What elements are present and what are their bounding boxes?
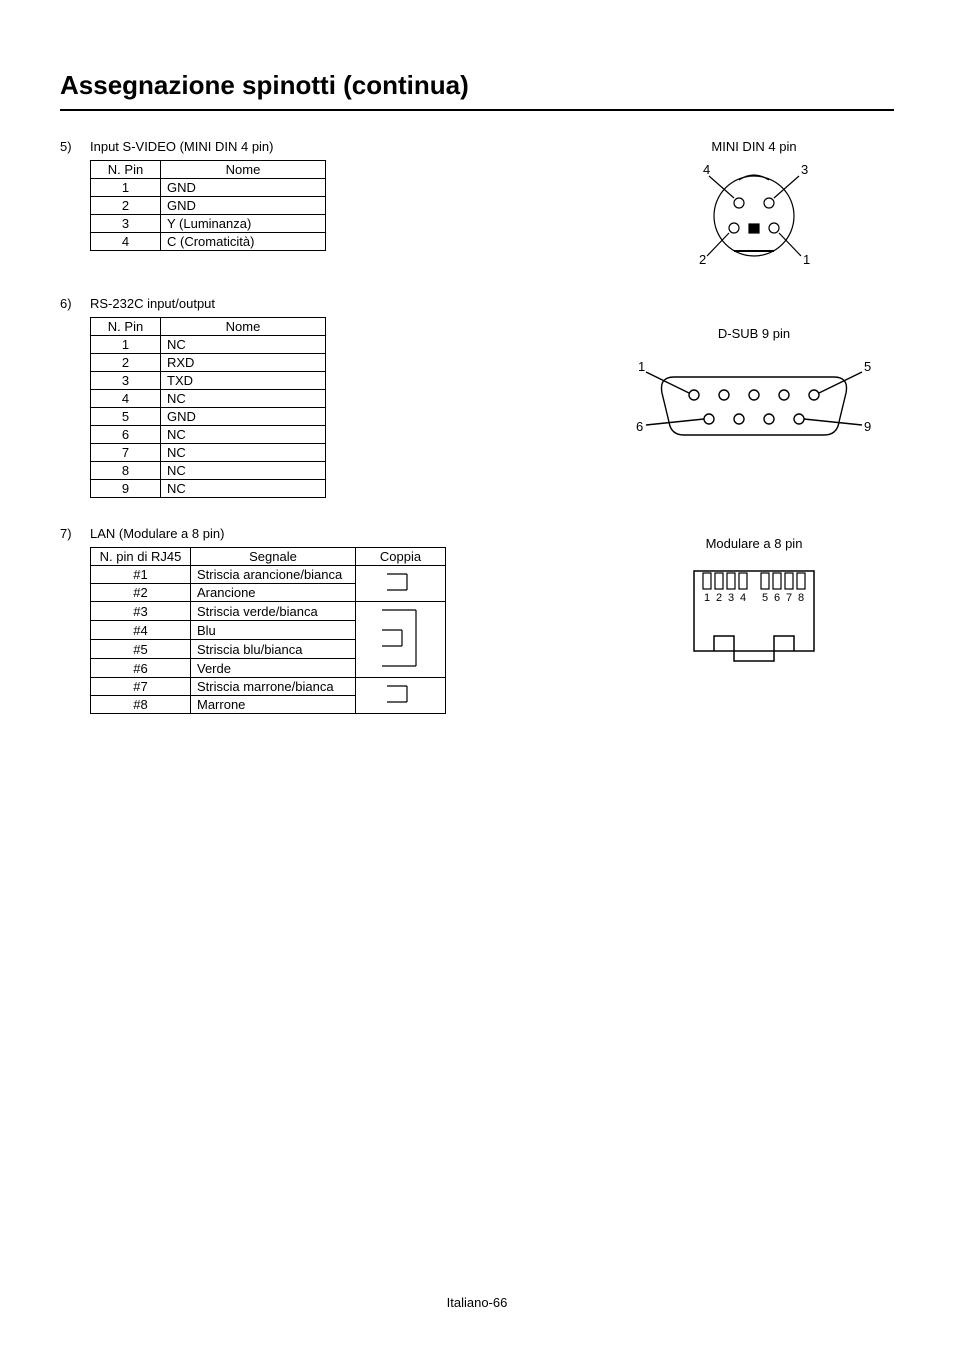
table-row: 9NC — [91, 480, 326, 498]
rj45-pin-8: 8 — [798, 592, 804, 604]
th-seg: Segnale — [191, 548, 356, 566]
rj45-pin-7: 7 — [786, 592, 792, 604]
section-number: 6) — [60, 296, 90, 311]
pair-cell — [356, 678, 446, 714]
table-row: #1 Striscia arancione/bianca — [91, 566, 446, 584]
rs232-table: N. Pin Nome 1NC 2RXD 3TXD 4NC 5GND 6NC 7… — [90, 317, 326, 498]
th-pin: N. Pin — [91, 318, 161, 336]
table-row: 4C (Cromaticità) — [91, 233, 326, 251]
table-row: 4NC — [91, 390, 326, 408]
th-nome: Nome — [161, 318, 326, 336]
dsub-label-1: 1 — [638, 359, 645, 374]
pair-bracket-icon — [381, 566, 421, 598]
svideo-table: N. Pin Nome 1GND 2GND 3Y (Luminanza) 4C … — [90, 160, 326, 251]
dsub-label-5: 5 — [864, 359, 871, 374]
table-row: 3TXD — [91, 372, 326, 390]
table-header-row: N. Pin Nome — [91, 318, 326, 336]
diagram-col: D-SUB 9 pin — [614, 296, 894, 457]
table-row: 7NC — [91, 444, 326, 462]
table-row: 1GND — [91, 179, 326, 197]
table-row: 2RXD — [91, 354, 326, 372]
pin-label-2: 2 — [699, 252, 706, 267]
rj45-pin-3: 3 — [728, 592, 734, 604]
table-row: 6NC — [91, 426, 326, 444]
page-title: Assegnazione spinotti (continua) — [60, 70, 894, 101]
section-6: 6) RS-232C input/output N. Pin Nome 1NC … — [60, 296, 894, 498]
table-row: 2GND — [91, 197, 326, 215]
minidin4-diagram: 4 3 2 1 — [689, 158, 819, 268]
diagram-label: Modulare a 8 pin — [706, 536, 803, 551]
section-body: LAN (Modulare a 8 pin) N. pin di RJ45 Se… — [90, 526, 614, 714]
dsub-label-9: 9 — [864, 419, 871, 434]
table-row: 1NC — [91, 336, 326, 354]
pair-bracket-icon — [381, 678, 421, 710]
pair-bracket-icon — [376, 602, 426, 674]
pin-label-1: 1 — [803, 252, 810, 267]
section-title: Input S-VIDEO (MINI DIN 4 pin) — [90, 139, 614, 154]
pair-cell — [356, 566, 446, 602]
rj45-pin-1: 1 — [704, 592, 710, 604]
rj45-diagram: 1 2 3 4 5 6 7 8 — [679, 561, 829, 671]
table-row: 5GND — [91, 408, 326, 426]
th-rj: N. pin di RJ45 — [91, 548, 191, 566]
table-header-row: N. pin di RJ45 Segnale Coppia — [91, 548, 446, 566]
diagram-col: Modulare a 8 pin — [614, 526, 894, 671]
rj45-pin-4: 4 — [740, 592, 746, 604]
rj45-pin-2: 2 — [716, 592, 722, 604]
section-title: LAN (Modulare a 8 pin) — [90, 526, 614, 541]
lan-table: N. pin di RJ45 Segnale Coppia #1 Strisci… — [90, 547, 446, 714]
rj45-pin-6: 6 — [774, 592, 780, 604]
diagram-label: MINI DIN 4 pin — [711, 139, 796, 154]
page: Assegnazione spinotti (continua) 5) Inpu… — [0, 0, 954, 1350]
section-body: Input S-VIDEO (MINI DIN 4 pin) N. Pin No… — [90, 139, 614, 251]
th-nome: Nome — [161, 161, 326, 179]
table-row: 3Y (Luminanza) — [91, 215, 326, 233]
section-number: 7) — [60, 526, 90, 541]
dsub9-diagram: 1 5 6 9 — [634, 357, 874, 457]
section-body: RS-232C input/output N. Pin Nome 1NC 2RX… — [90, 296, 614, 498]
diagram-col: MINI DIN 4 pin — [614, 139, 894, 268]
section-title: RS-232C input/output — [90, 296, 614, 311]
pin-label-3: 3 — [801, 162, 808, 177]
table-row: #7 Striscia marrone/bianca — [91, 678, 446, 696]
section-5: 5) Input S-VIDEO (MINI DIN 4 pin) N. Pin… — [60, 139, 894, 268]
table-header-row: N. Pin Nome — [91, 161, 326, 179]
pin-label-4: 4 — [703, 162, 710, 177]
table-row: 8NC — [91, 462, 326, 480]
diagram-label: D-SUB 9 pin — [718, 326, 790, 341]
rj45-pin-5: 5 — [762, 592, 768, 604]
dsub-label-6: 6 — [636, 419, 643, 434]
section-7: 7) LAN (Modulare a 8 pin) N. pin di RJ45… — [60, 526, 894, 714]
th-cop: Coppia — [356, 548, 446, 566]
section-number: 5) — [60, 139, 90, 154]
table-row: #3 Striscia verde/bianca — [91, 602, 446, 621]
title-rule — [60, 109, 894, 111]
pair-cell — [356, 602, 446, 678]
page-footer: Italiano-66 — [0, 1295, 954, 1310]
th-pin: N. Pin — [91, 161, 161, 179]
